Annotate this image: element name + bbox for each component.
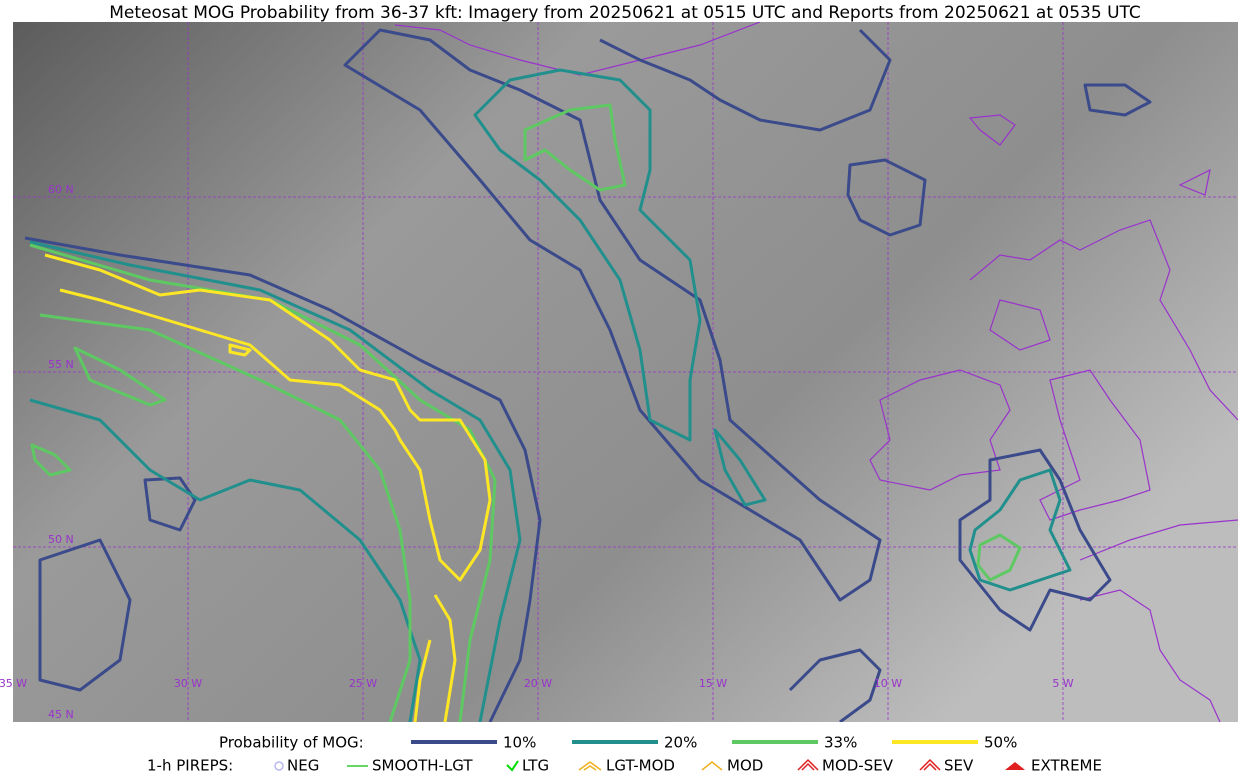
lon-label: 30 W (174, 677, 202, 690)
contour (599, 28, 892, 132)
contour (523, 103, 627, 192)
legend-icon (701, 761, 723, 771)
contour (24, 236, 542, 722)
lon-label: 35 W (0, 677, 27, 690)
contour (846, 158, 927, 237)
contour (39, 313, 412, 722)
map (13, 22, 1238, 722)
contour (958, 448, 1112, 632)
contour (30, 443, 72, 477)
legend-label: MOD (727, 757, 763, 775)
lon-label: 10 W (874, 677, 902, 690)
legend-label: 33% (824, 734, 857, 752)
legend-icon (919, 758, 941, 771)
contour (968, 468, 1072, 592)
title: Meteosat MOG Probability from 36-37 kft:… (109, 3, 1141, 23)
legend-label: LGT-MOD (606, 757, 675, 775)
contour (473, 68, 702, 442)
contour (228, 343, 252, 357)
coastline (969, 219, 1238, 421)
legend-label: LTG (522, 757, 549, 775)
legend-icon (506, 760, 519, 772)
legend-label: EXTREME (1031, 757, 1102, 775)
contour (29, 240, 522, 722)
coastline (989, 299, 1051, 351)
lon-label: 15 W (699, 677, 727, 690)
contour (788, 648, 882, 722)
coastline (1079, 519, 1238, 561)
legend-title: Probability of MOG: (219, 734, 364, 752)
contour (433, 594, 457, 722)
contour (413, 639, 432, 722)
contour (1083, 83, 1152, 117)
contour (44, 253, 492, 582)
lon-label: 5 W (1052, 677, 1073, 690)
lat-label: 45 N (48, 708, 74, 721)
legend-pireps: 1-h PIREPS: NEG SMOOTH-LGT LTG LGT-MOD M… (147, 757, 1102, 775)
legend-label: 50% (984, 734, 1017, 752)
contour (713, 428, 767, 507)
lon-labels: 35 W 30 W 25 W 20 W 15 W 10 W 5 W (0, 677, 1074, 690)
coastline (1178, 168, 1211, 196)
coastline (394, 22, 761, 76)
coastline (1079, 589, 1221, 722)
contour (343, 28, 882, 602)
coastline (968, 114, 1016, 146)
legend-label: 20% (664, 734, 697, 752)
legend-probability: Probability of MOG: 10% 20% 33% 50% (219, 734, 1017, 752)
contour (38, 538, 132, 692)
legend-label: MOD-SEV (822, 757, 894, 775)
legend-label: SEV (944, 757, 974, 775)
lat-labels: 60 N 55 N 50 N 45 N (48, 183, 74, 721)
legend-label: NEG (287, 757, 319, 775)
legend-icon (578, 761, 602, 771)
legend-icon (797, 758, 819, 771)
contour (73, 346, 167, 407)
lon-label: 20 W (524, 677, 552, 690)
coastline (869, 369, 1011, 491)
lon-label: 25 W (349, 677, 377, 690)
legend-icon (1005, 762, 1025, 770)
lat-label: 60 N (48, 183, 74, 196)
legend-icon (274, 761, 284, 771)
legend-label: 10% (503, 734, 536, 752)
contour (976, 533, 1022, 582)
coastlines (394, 22, 1238, 722)
contours (24, 28, 1152, 722)
lat-label: 55 N (48, 358, 74, 371)
legend-label: SMOOTH-LGT (372, 757, 473, 775)
contour (143, 476, 197, 532)
legend-title: 1-h PIREPS: (147, 757, 233, 775)
lat-label: 50 N (48, 533, 74, 546)
coastline (1039, 369, 1151, 521)
